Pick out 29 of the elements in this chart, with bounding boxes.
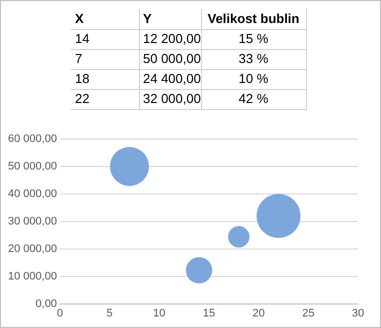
y-tick-label: 40 000,00 [8,188,57,200]
text: 22 [75,90,90,108]
text: Y [143,10,153,28]
x-tick-label: 5 [106,307,113,320]
text: 15 % [238,30,270,48]
text: 18 [75,70,90,88]
text: 14 [75,30,90,48]
text: 33 % [238,50,270,68]
x-tick-label: 15 [202,307,216,320]
x-tick-label: 25 [302,307,314,320]
text: 10 % [238,70,270,88]
y-tick-label: 50 000,00 [8,160,57,172]
x-tick-label: 30 [352,307,364,320]
x-tick-label: 0 [56,307,63,320]
text: Velikost bublin [206,10,300,28]
text: 42 % [238,90,270,108]
y-tick-label: 20 000,00 [8,242,57,255]
x-tick-label: 10 [153,307,166,320]
text: 12 200,00 [143,30,201,48]
y-tick-label: 30 000,00 [8,215,57,228]
text: 7 [75,50,84,68]
x-tick-label: 20 [252,307,265,320]
text: 24 400,00 [143,70,201,88]
y-tick-label: 10 000,00 [8,270,57,282]
y-tick-label: 60 000,00 [8,133,57,146]
y-tick-label: 0,00 [36,298,57,310]
text: X [75,10,85,28]
text: 50 000,00 [143,50,201,68]
text: 32 000,00 [143,90,201,108]
